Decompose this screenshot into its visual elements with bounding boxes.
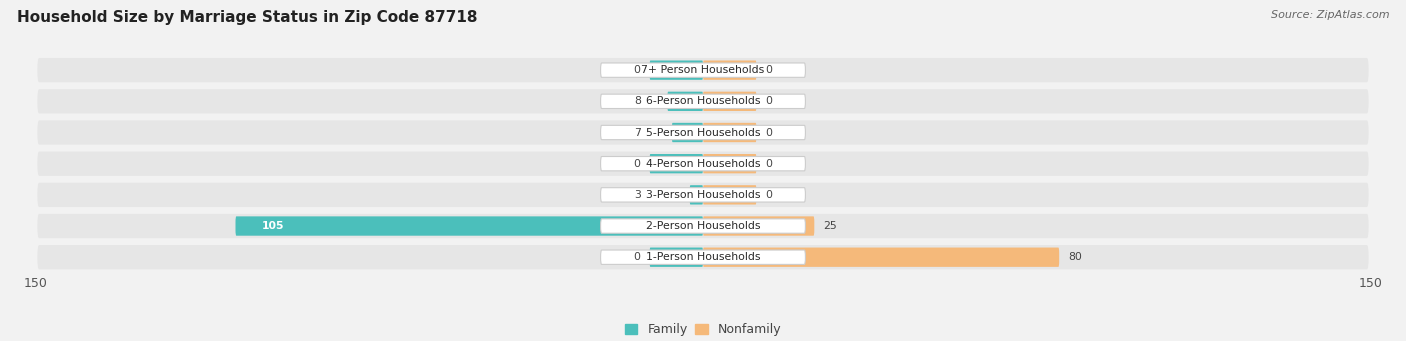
- Text: 6-Person Households: 6-Person Households: [645, 96, 761, 106]
- FancyBboxPatch shape: [38, 151, 1368, 176]
- FancyBboxPatch shape: [703, 123, 756, 142]
- FancyBboxPatch shape: [600, 157, 806, 171]
- FancyBboxPatch shape: [703, 154, 756, 173]
- FancyBboxPatch shape: [600, 63, 806, 77]
- Text: Source: ZipAtlas.com: Source: ZipAtlas.com: [1271, 10, 1389, 20]
- FancyBboxPatch shape: [38, 245, 1368, 269]
- Text: 7+ Person Households: 7+ Person Households: [641, 65, 765, 75]
- FancyBboxPatch shape: [600, 188, 806, 202]
- Text: 0: 0: [765, 96, 772, 106]
- FancyBboxPatch shape: [703, 217, 814, 236]
- FancyBboxPatch shape: [38, 183, 1368, 207]
- FancyBboxPatch shape: [600, 219, 806, 233]
- Text: 1-Person Households: 1-Person Households: [645, 252, 761, 262]
- FancyBboxPatch shape: [689, 185, 703, 205]
- FancyBboxPatch shape: [650, 248, 703, 267]
- Text: 0: 0: [765, 190, 772, 200]
- FancyBboxPatch shape: [600, 94, 806, 108]
- FancyBboxPatch shape: [38, 214, 1368, 238]
- FancyBboxPatch shape: [38, 58, 1368, 82]
- FancyBboxPatch shape: [38, 89, 1368, 114]
- FancyBboxPatch shape: [668, 92, 703, 111]
- FancyBboxPatch shape: [703, 185, 756, 205]
- Text: 0: 0: [765, 159, 772, 169]
- Text: 7: 7: [634, 128, 641, 137]
- Text: 8: 8: [634, 96, 641, 106]
- Legend: Family, Nonfamily: Family, Nonfamily: [624, 323, 782, 336]
- FancyBboxPatch shape: [650, 154, 703, 173]
- Text: Household Size by Marriage Status in Zip Code 87718: Household Size by Marriage Status in Zip…: [17, 10, 478, 25]
- Text: 0: 0: [634, 252, 641, 262]
- Text: 0: 0: [765, 128, 772, 137]
- Text: 3-Person Households: 3-Person Households: [645, 190, 761, 200]
- FancyBboxPatch shape: [703, 60, 756, 80]
- FancyBboxPatch shape: [672, 123, 703, 142]
- Text: 0: 0: [634, 159, 641, 169]
- FancyBboxPatch shape: [235, 217, 703, 236]
- Text: 2-Person Households: 2-Person Households: [645, 221, 761, 231]
- FancyBboxPatch shape: [38, 120, 1368, 145]
- FancyBboxPatch shape: [650, 60, 703, 80]
- FancyBboxPatch shape: [600, 250, 806, 264]
- Text: 4-Person Households: 4-Person Households: [645, 159, 761, 169]
- Text: 5-Person Households: 5-Person Households: [645, 128, 761, 137]
- Text: 25: 25: [823, 221, 837, 231]
- Text: 0: 0: [765, 65, 772, 75]
- FancyBboxPatch shape: [600, 125, 806, 140]
- Text: 80: 80: [1069, 252, 1083, 262]
- Text: 3: 3: [634, 190, 641, 200]
- Text: 0: 0: [634, 65, 641, 75]
- FancyBboxPatch shape: [703, 92, 756, 111]
- FancyBboxPatch shape: [703, 248, 1059, 267]
- Text: 105: 105: [262, 221, 285, 231]
